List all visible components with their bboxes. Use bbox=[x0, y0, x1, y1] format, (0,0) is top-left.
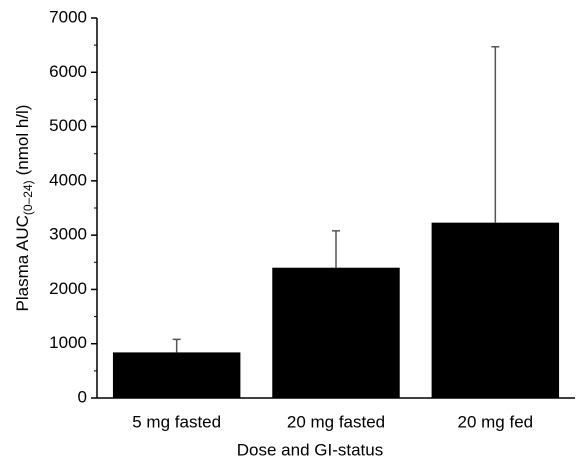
y-tick-label: 3000 bbox=[49, 225, 87, 244]
bar bbox=[272, 267, 400, 398]
y-tick-label: 5000 bbox=[49, 116, 87, 135]
y-axis-title: Plasma AUC(0–24) (nmol h/l) bbox=[13, 105, 35, 312]
x-tick-label: 20 mg fed bbox=[458, 412, 534, 431]
y-tick-label: 2000 bbox=[49, 279, 87, 298]
y-tick-label: 4000 bbox=[49, 170, 87, 189]
y-title-unit: (nmol h/l) bbox=[13, 105, 32, 176]
bar bbox=[112, 352, 241, 398]
y-tick-label: 1000 bbox=[49, 333, 87, 352]
y-title-sub: (0–24) bbox=[21, 180, 35, 215]
x-tick-label: 20 mg fasted bbox=[287, 412, 385, 431]
y-tick-label: 6000 bbox=[49, 62, 87, 81]
y-tick-label: 7000 bbox=[49, 7, 87, 26]
y-title-main: Plasma AUC bbox=[13, 215, 32, 311]
x-axis-title: Dose and GI-status bbox=[237, 440, 383, 459]
x-tick-label: 5 mg fasted bbox=[132, 412, 221, 431]
bar bbox=[431, 222, 560, 398]
y-tick-label: 0 bbox=[78, 387, 87, 406]
